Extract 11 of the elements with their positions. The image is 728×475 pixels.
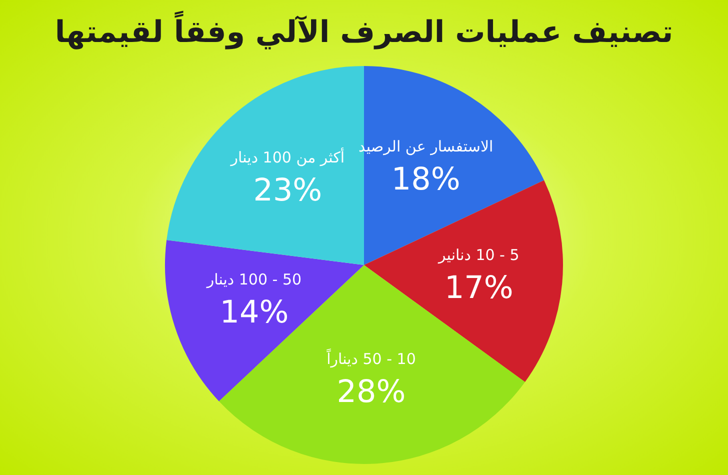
data-label: 17% — [444, 270, 514, 306]
slice-label: أكثر من 100 دينار — [230, 147, 345, 166]
slice-label: 10 - 50 ديناراً — [326, 348, 416, 368]
data-label: 18% — [391, 162, 460, 198]
slice-label: 5 - 10 دنانير — [438, 246, 520, 264]
data-label: 28% — [336, 374, 406, 410]
slice-label: 50 - 100 دينار — [206, 270, 302, 289]
chart-title: تصنيف عمليات الصرف الآلي وفقاً لقيمتها — [54, 12, 674, 52]
data-label: 14% — [220, 294, 289, 331]
data-label: 23% — [253, 172, 322, 208]
slice-label: الاستفسار عن الرصيد — [358, 137, 494, 156]
